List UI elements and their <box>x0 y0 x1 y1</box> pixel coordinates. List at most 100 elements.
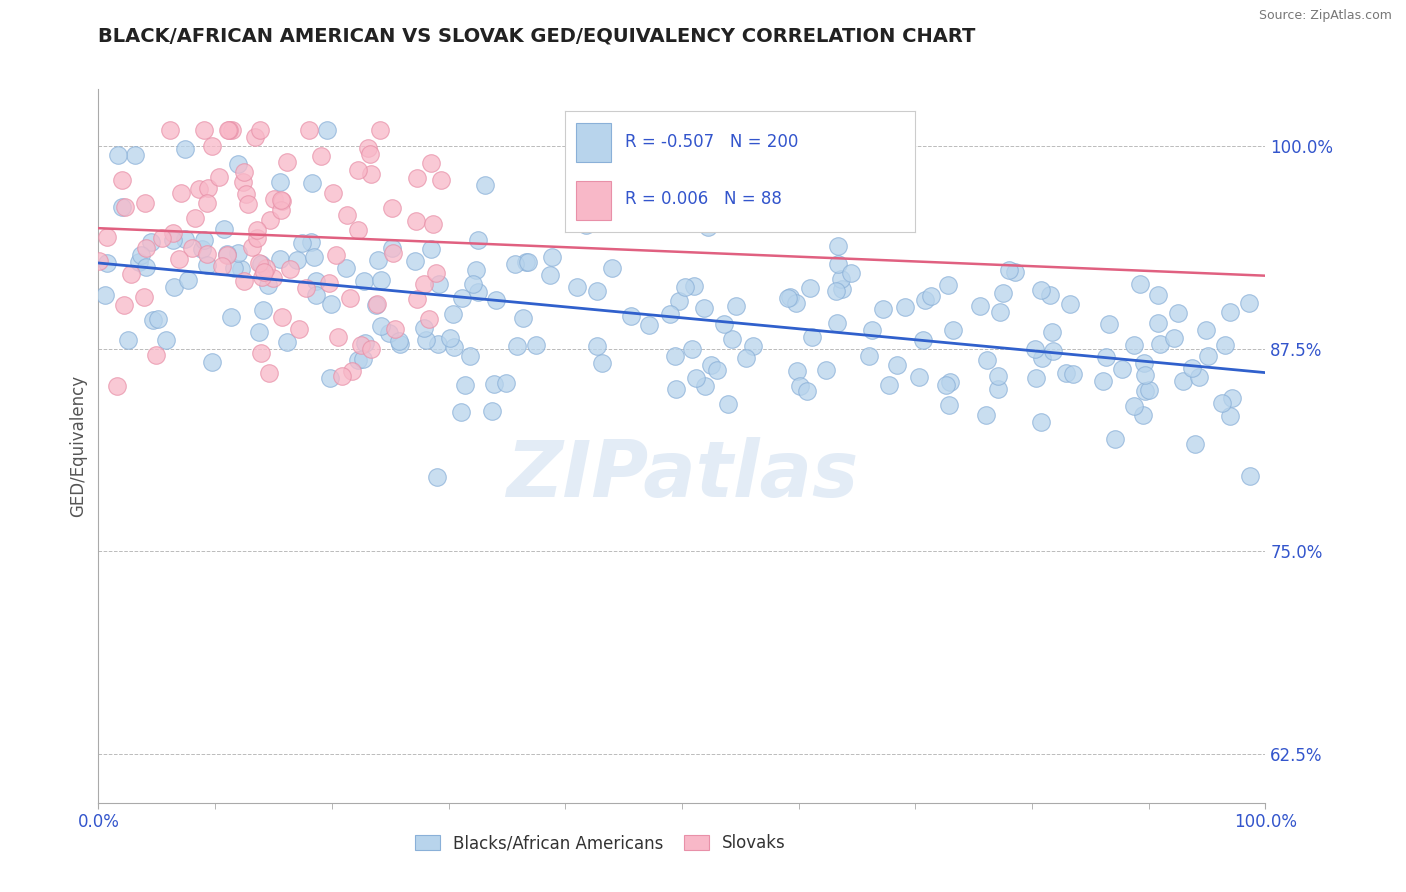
Point <box>382 245 405 260</box>
Point <box>506 339 529 353</box>
Point <box>111 200 134 214</box>
Point <box>1184 436 1206 450</box>
Point <box>464 263 486 277</box>
Point <box>162 233 184 247</box>
Point <box>914 293 936 307</box>
Point <box>305 288 328 302</box>
Point <box>381 201 404 215</box>
Point <box>271 310 294 324</box>
Point <box>939 375 962 389</box>
Point <box>250 269 273 284</box>
Point <box>208 170 231 185</box>
Point <box>269 175 291 189</box>
Point <box>567 280 589 294</box>
Point <box>247 325 270 339</box>
Point <box>541 250 564 264</box>
Point <box>481 404 503 418</box>
Point <box>107 148 129 162</box>
Point <box>96 230 118 244</box>
Point <box>221 122 243 136</box>
Point <box>404 254 426 268</box>
Point <box>1098 317 1121 331</box>
Text: ZIPatlas: ZIPatlas <box>506 436 858 513</box>
Point <box>354 336 377 351</box>
Point <box>360 342 382 356</box>
Point <box>1129 277 1152 291</box>
Point <box>524 338 547 352</box>
Point <box>413 277 436 292</box>
Point <box>96 255 118 269</box>
Point <box>197 181 219 195</box>
Point <box>215 248 238 262</box>
Point <box>340 364 363 378</box>
Point <box>280 261 302 276</box>
Point <box>673 280 696 294</box>
Point <box>467 285 489 300</box>
Point <box>240 240 263 254</box>
Point <box>256 277 278 292</box>
Point <box>145 348 167 362</box>
Point <box>1180 361 1202 376</box>
Point <box>825 316 848 330</box>
Point <box>159 122 181 136</box>
Point <box>1029 283 1052 297</box>
Point <box>439 331 461 345</box>
Point <box>218 122 240 136</box>
Point <box>776 291 799 305</box>
Point <box>295 280 318 294</box>
Point <box>263 192 285 206</box>
Point <box>339 291 361 305</box>
Point <box>246 231 269 245</box>
Point <box>474 178 496 193</box>
Point <box>425 266 447 280</box>
Legend: Blacks/African Americans, Slovaks: Blacks/African Americans, Slovaks <box>408 828 793 859</box>
Point <box>389 337 412 351</box>
Point <box>430 172 453 186</box>
Point <box>162 227 184 241</box>
Point <box>799 281 821 295</box>
Point <box>789 378 811 392</box>
Point <box>236 196 259 211</box>
Point <box>1111 362 1133 376</box>
Point <box>976 353 998 368</box>
Point <box>1166 306 1188 320</box>
Point <box>215 247 238 261</box>
Point <box>353 274 375 288</box>
Point <box>586 285 609 299</box>
Point <box>117 333 139 347</box>
Point <box>638 318 661 332</box>
Point <box>700 358 723 372</box>
Point <box>512 311 534 326</box>
Point <box>193 122 215 136</box>
Point <box>1091 374 1114 388</box>
Point <box>388 334 411 348</box>
Point <box>270 194 292 208</box>
Point <box>134 196 156 211</box>
Point <box>193 233 215 247</box>
Point <box>825 284 848 298</box>
Point <box>201 355 224 369</box>
Point <box>935 377 957 392</box>
Point <box>908 370 931 384</box>
Point <box>860 323 883 337</box>
Point <box>668 294 690 309</box>
Point <box>482 376 505 391</box>
Point <box>495 376 517 390</box>
Point <box>1122 399 1144 413</box>
Point <box>1042 344 1064 359</box>
Point <box>720 332 742 346</box>
Point <box>454 378 477 392</box>
Point <box>1004 264 1026 278</box>
Point <box>291 236 314 251</box>
Point <box>120 267 142 281</box>
Point <box>226 156 249 170</box>
Point <box>592 356 614 370</box>
Point <box>801 330 824 344</box>
Point <box>270 202 292 217</box>
Point <box>697 219 720 234</box>
Point <box>681 342 703 356</box>
Point <box>830 272 852 286</box>
Point <box>418 312 440 326</box>
Y-axis label: GED/Equivalency: GED/Equivalency <box>69 375 87 517</box>
Point <box>360 167 382 181</box>
